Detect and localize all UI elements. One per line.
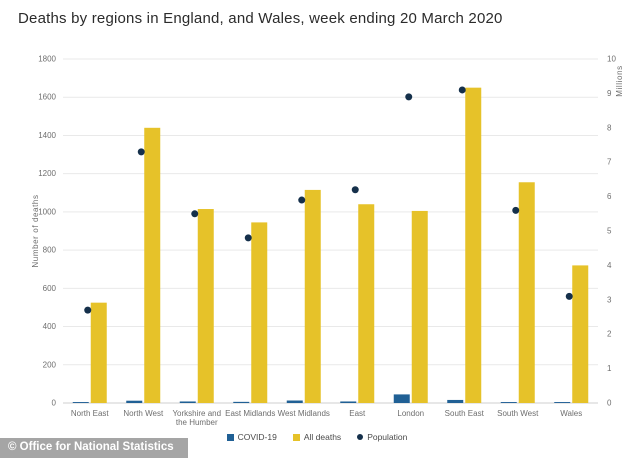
bar-covid19 xyxy=(340,401,357,403)
bar-all-deaths xyxy=(572,265,589,403)
x-axis-category-label: East Midlands xyxy=(225,409,275,418)
population-dot xyxy=(298,196,306,204)
bar-covid19 xyxy=(179,401,196,403)
population-dot xyxy=(191,210,199,218)
y-axis-left-tick: 1400 xyxy=(38,131,56,140)
y-axis-left-tick: 0 xyxy=(52,399,57,408)
x-axis-category-label: West Midlands xyxy=(278,409,330,418)
bar-covid19 xyxy=(286,400,303,403)
population-dot xyxy=(565,292,573,300)
y-axis-left-tick: 600 xyxy=(43,284,57,293)
population-dot xyxy=(512,206,520,214)
y-axis-left-title: Number of deaths xyxy=(31,194,40,267)
legend-square-marker xyxy=(226,433,234,441)
chart-title: Deaths by regions in England, and Wales,… xyxy=(18,10,503,27)
legend-square-marker xyxy=(292,433,300,441)
deaths-by-region-chart: 0 200 400 600 800 1000 1200 1400 1600 1800 0 1 2 3 4 5 6… xyxy=(31,55,624,428)
legend-label: COVID-19 xyxy=(237,432,277,442)
population-dot xyxy=(351,186,359,194)
bar-all-deaths xyxy=(304,189,321,403)
population-dot xyxy=(84,306,92,314)
x-axis-category-label: Yorkshire and xyxy=(172,409,221,418)
y-axis-left-tick: 1200 xyxy=(38,169,56,178)
legend-dot-marker xyxy=(357,434,364,440)
legend-item: COVID-19 xyxy=(226,432,277,442)
x-axis-category-label: East xyxy=(349,409,366,418)
y-axis-right-tick: 3 xyxy=(607,295,612,304)
legend-item: All deaths xyxy=(292,432,342,442)
x-axis-category-label: London xyxy=(397,409,424,418)
bar-all-deaths xyxy=(518,182,535,403)
bar-all-deaths xyxy=(90,302,107,403)
y-axis-left-tick: 1000 xyxy=(38,207,56,216)
y-axis-right-tick: 7 xyxy=(607,158,612,167)
y-axis-left-tick: 800 xyxy=(43,246,57,255)
x-axis-category-label: North West xyxy=(123,409,164,418)
y-axis-right-tick: 5 xyxy=(607,227,612,236)
y-axis-left-tick: 1800 xyxy=(38,55,56,64)
population-dot xyxy=(405,93,413,101)
bar-covid19 xyxy=(233,401,250,403)
y-axis-right-tick: 8 xyxy=(607,123,612,132)
legend-label: Population xyxy=(367,432,408,442)
y-axis-right-tick: 1 xyxy=(607,364,612,373)
population-dot xyxy=(458,86,466,94)
bar-all-deaths xyxy=(465,87,482,403)
bar-all-deaths xyxy=(358,204,375,403)
y-axis-left-tick: 1600 xyxy=(38,93,56,102)
bar-all-deaths xyxy=(144,127,161,404)
x-axis-category-label: South East xyxy=(445,409,485,418)
bar-covid19 xyxy=(500,402,517,403)
y-axis-right-tick: 6 xyxy=(607,192,612,201)
bar-all-deaths xyxy=(411,210,428,403)
population-dot xyxy=(137,148,145,156)
bar-covid19 xyxy=(554,402,571,403)
chart-legend: COVID-19 All deaths Population xyxy=(0,432,634,442)
bar-all-deaths xyxy=(251,222,268,403)
y-axis-right-tick: 0 xyxy=(607,399,612,408)
legend-item: Population xyxy=(357,432,407,442)
x-axis-category-label: North East xyxy=(71,409,110,418)
x-axis-category-label: Wales xyxy=(560,409,582,418)
y-axis-left-tick: 200 xyxy=(43,360,57,369)
bar-covid19 xyxy=(72,402,89,403)
bar-covid19 xyxy=(447,399,464,403)
y-axis-left-tick: 400 xyxy=(43,322,57,331)
y-axis-right-title: Millions xyxy=(615,65,624,96)
bar-all-deaths xyxy=(197,209,214,403)
y-axis-right-tick: 10 xyxy=(607,55,616,64)
x-axis-category-label: the Humber xyxy=(176,418,218,427)
y-axis-right-tick: 4 xyxy=(607,261,612,270)
x-axis-category-label: South West xyxy=(497,409,539,418)
footer-attribution: © Office for National Statistics xyxy=(0,438,188,458)
legend-label: All deaths xyxy=(303,432,342,442)
y-axis-right-tick: 2 xyxy=(607,330,612,339)
bar-covid19 xyxy=(126,400,143,403)
bar-covid19 xyxy=(393,394,410,403)
y-axis-right-tick: 9 xyxy=(607,89,612,98)
population-dot xyxy=(244,234,252,242)
